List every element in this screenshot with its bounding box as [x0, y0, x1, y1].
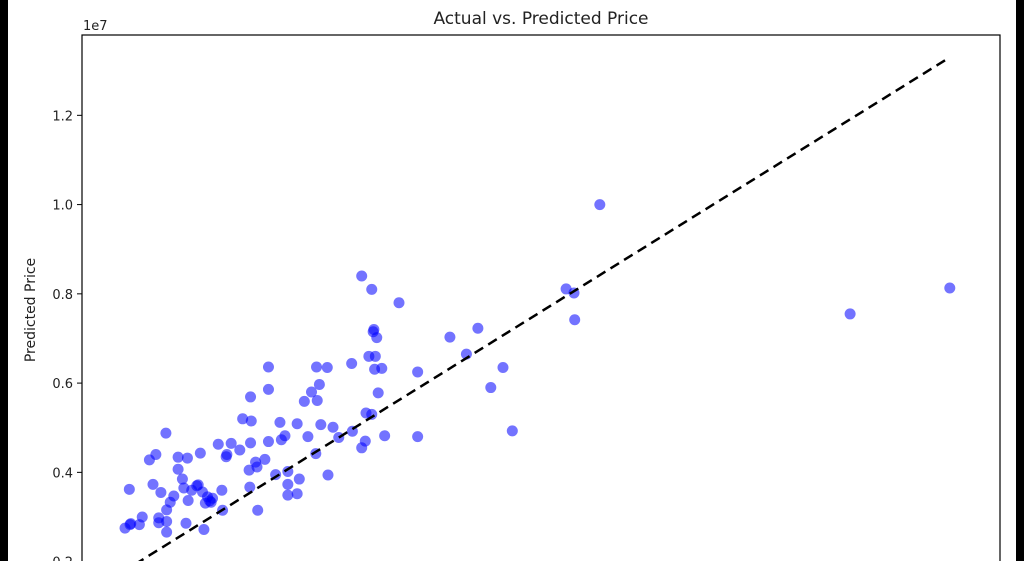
data-point — [485, 382, 497, 394]
data-point — [198, 523, 210, 535]
data-point — [376, 362, 388, 374]
scatter-chart: Actual vs. Predicted Price 1e7 Predicted… — [23, 9, 1001, 561]
data-point — [366, 283, 378, 295]
data-point — [194, 447, 206, 459]
data-point — [237, 413, 249, 425]
data-point — [225, 437, 237, 449]
data-point — [293, 473, 305, 485]
data-point — [274, 416, 286, 428]
data-point — [207, 492, 219, 504]
data-point — [251, 461, 263, 473]
data-point — [298, 395, 310, 407]
data-point — [245, 415, 257, 427]
data-point — [356, 270, 368, 282]
data-point — [282, 478, 294, 490]
data-point — [172, 463, 184, 475]
data-point — [155, 486, 167, 498]
reference-line — [137, 56, 951, 561]
data-point — [160, 427, 172, 439]
chart-title: Actual vs. Predicted Price — [433, 9, 648, 29]
data-point — [161, 515, 173, 527]
data-point — [245, 437, 257, 449]
y-tick-label: 0.2 — [52, 556, 73, 561]
data-point — [412, 431, 424, 443]
y-axis-label: Predicted Price — [23, 258, 39, 362]
data-point — [221, 449, 233, 461]
data-point — [182, 494, 194, 506]
data-point — [569, 314, 581, 326]
data-point — [245, 391, 257, 403]
data-point — [150, 449, 162, 461]
data-point — [379, 430, 391, 442]
data-point — [311, 395, 323, 407]
data-point — [252, 504, 264, 516]
data-point — [234, 444, 246, 456]
data-point — [444, 331, 456, 343]
data-point — [393, 297, 405, 309]
y-tick-label: 1.2 — [52, 109, 73, 124]
y-tick-label: 0.4 — [52, 466, 73, 481]
data-point — [279, 430, 291, 442]
chart-canvas: Actual vs. Predicted Price 1e7 Predicted… — [8, 0, 1016, 561]
data-point — [322, 469, 334, 481]
data-point — [291, 418, 303, 430]
data-point — [302, 431, 314, 443]
y-tick-label: 0.6 — [52, 377, 73, 392]
data-point — [136, 511, 148, 523]
data-point — [311, 361, 323, 373]
data-point — [497, 361, 509, 373]
data-point — [844, 308, 856, 320]
data-point — [181, 452, 193, 464]
data-point — [282, 489, 294, 501]
data-point — [366, 408, 378, 420]
data-point — [262, 361, 274, 373]
data-point — [359, 435, 371, 447]
data-point — [372, 387, 384, 399]
data-point — [262, 436, 274, 448]
data-point — [262, 383, 274, 395]
data-point — [412, 366, 424, 378]
data-point — [161, 526, 173, 538]
scatter-points — [119, 199, 956, 538]
data-point — [506, 425, 518, 437]
data-point — [259, 453, 271, 465]
y-tick-label: 1.0 — [52, 199, 73, 214]
data-point — [594, 199, 606, 211]
data-point — [944, 282, 956, 294]
data-point — [371, 332, 383, 344]
data-point — [176, 473, 188, 485]
y-axis-ticks: 0.2 0.4 0.6 0.8 1.0 1.2 — [52, 109, 82, 561]
data-point — [168, 490, 180, 502]
data-point — [291, 488, 303, 500]
data-point — [216, 484, 228, 496]
data-point — [315, 419, 327, 431]
data-point — [212, 438, 224, 450]
data-point — [147, 478, 159, 490]
data-point — [321, 361, 333, 373]
data-point — [172, 451, 184, 463]
y-axis-offset-label: 1e7 — [83, 19, 108, 34]
data-point — [369, 350, 381, 362]
data-point — [180, 517, 192, 529]
data-point — [346, 357, 358, 369]
data-point — [123, 483, 135, 495]
data-point — [306, 386, 317, 398]
data-point — [327, 421, 339, 433]
plot-frame — [81, 34, 1001, 561]
y-tick-label: 0.8 — [52, 288, 73, 303]
data-point — [125, 518, 137, 530]
data-point — [313, 378, 325, 390]
data-point — [472, 322, 484, 334]
data-point — [244, 481, 256, 493]
